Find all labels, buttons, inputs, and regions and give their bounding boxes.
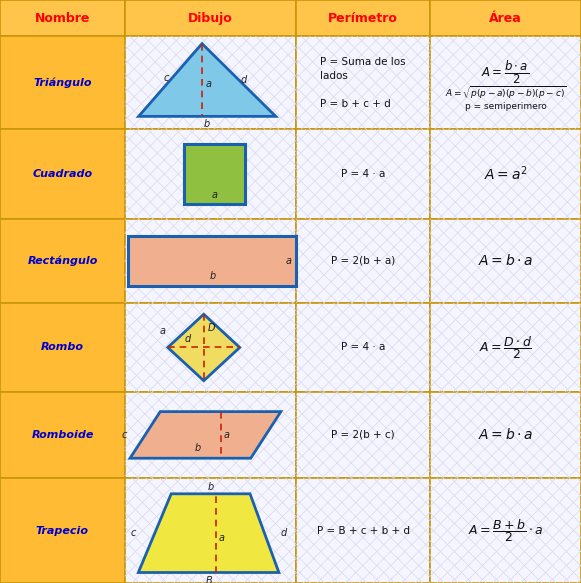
Bar bbox=[0, 392, 125, 478]
Bar bbox=[128, 236, 296, 286]
Text: D: D bbox=[208, 323, 215, 333]
Bar bbox=[125, 478, 296, 583]
Text: $A = \dfrac{D \cdot d}{2}$: $A = \dfrac{D \cdot d}{2}$ bbox=[479, 334, 532, 361]
Text: c: c bbox=[121, 430, 127, 440]
Bar bbox=[0, 36, 125, 129]
Text: $A = \sqrt{p(p-a)(p-b)(p-c)}$: $A = \sqrt{p(p-a)(p-b)(p-c)}$ bbox=[444, 85, 566, 101]
Text: P = 2(b + a): P = 2(b + a) bbox=[331, 256, 395, 266]
Text: P = Suma de los
lados

P = b + c + d: P = Suma de los lados P = b + c + d bbox=[320, 57, 406, 109]
Text: d: d bbox=[281, 528, 287, 538]
Bar bbox=[296, 36, 430, 129]
Text: a: a bbox=[211, 191, 218, 201]
Bar bbox=[0, 219, 125, 303]
Text: p = semiperimero: p = semiperimero bbox=[465, 102, 546, 111]
Bar bbox=[430, 478, 581, 583]
Text: b: b bbox=[195, 443, 201, 453]
Polygon shape bbox=[139, 44, 276, 117]
Text: a: a bbox=[206, 79, 212, 89]
Bar bbox=[125, 303, 296, 392]
Text: c: c bbox=[131, 528, 137, 538]
Polygon shape bbox=[130, 412, 281, 458]
Bar bbox=[296, 392, 430, 478]
Bar bbox=[0, 129, 125, 219]
Bar bbox=[296, 303, 430, 392]
Bar bbox=[430, 303, 581, 392]
Bar bbox=[430, 129, 581, 219]
Text: Nombre: Nombre bbox=[35, 12, 90, 24]
Bar bbox=[0, 303, 125, 392]
Bar bbox=[296, 129, 430, 219]
Bar bbox=[0, 478, 125, 583]
Text: Rectángulo: Rectángulo bbox=[27, 255, 98, 266]
Bar bbox=[430, 219, 581, 303]
Text: a: a bbox=[160, 326, 166, 336]
Bar bbox=[125, 0, 296, 36]
Bar bbox=[184, 143, 245, 205]
Bar bbox=[125, 392, 296, 478]
Text: b: b bbox=[209, 271, 216, 281]
Text: P = 4 · a: P = 4 · a bbox=[341, 169, 385, 179]
Text: b: b bbox=[207, 482, 214, 492]
Text: c: c bbox=[164, 73, 169, 83]
Text: Área: Área bbox=[489, 12, 522, 24]
Bar bbox=[430, 36, 581, 129]
Text: a: a bbox=[224, 430, 229, 440]
Bar bbox=[296, 0, 430, 36]
Bar bbox=[430, 0, 581, 36]
Text: $A = \dfrac{b \cdot a}{2}$: $A = \dfrac{b \cdot a}{2}$ bbox=[482, 59, 529, 86]
Text: Rombo: Rombo bbox=[41, 342, 84, 353]
Bar bbox=[125, 129, 296, 219]
Text: Romboide: Romboide bbox=[31, 430, 94, 440]
Text: a: a bbox=[285, 256, 291, 266]
Text: Trapecio: Trapecio bbox=[36, 525, 89, 536]
Text: $A = a^2$: $A = a^2$ bbox=[483, 165, 528, 183]
Bar bbox=[0, 0, 125, 36]
Bar bbox=[125, 219, 296, 303]
Text: P = 4 · a: P = 4 · a bbox=[341, 342, 385, 353]
Text: $A = b \cdot a$: $A = b \cdot a$ bbox=[478, 427, 533, 442]
Text: Triángulo: Triángulo bbox=[33, 78, 92, 88]
Text: P = 2(b + c): P = 2(b + c) bbox=[331, 430, 395, 440]
Text: Perímetro: Perímetro bbox=[328, 12, 398, 24]
Text: B: B bbox=[205, 575, 212, 583]
Text: d: d bbox=[241, 75, 247, 85]
Text: a: a bbox=[218, 533, 225, 543]
Text: P = B + c + b + d: P = B + c + b + d bbox=[317, 525, 410, 536]
Text: d: d bbox=[185, 335, 191, 345]
Bar bbox=[125, 36, 296, 129]
Polygon shape bbox=[168, 314, 240, 381]
Text: Dibujo: Dibujo bbox=[188, 12, 233, 24]
Text: b: b bbox=[204, 120, 210, 129]
Text: $A = \dfrac{B + b}{2} \cdot a$: $A = \dfrac{B + b}{2} \cdot a$ bbox=[468, 517, 543, 544]
Polygon shape bbox=[138, 494, 279, 573]
Bar bbox=[296, 219, 430, 303]
Bar bbox=[430, 392, 581, 478]
Text: Cuadrado: Cuadrado bbox=[33, 169, 92, 179]
Bar bbox=[296, 478, 430, 583]
Text: $A = b \cdot a$: $A = b \cdot a$ bbox=[478, 254, 533, 268]
